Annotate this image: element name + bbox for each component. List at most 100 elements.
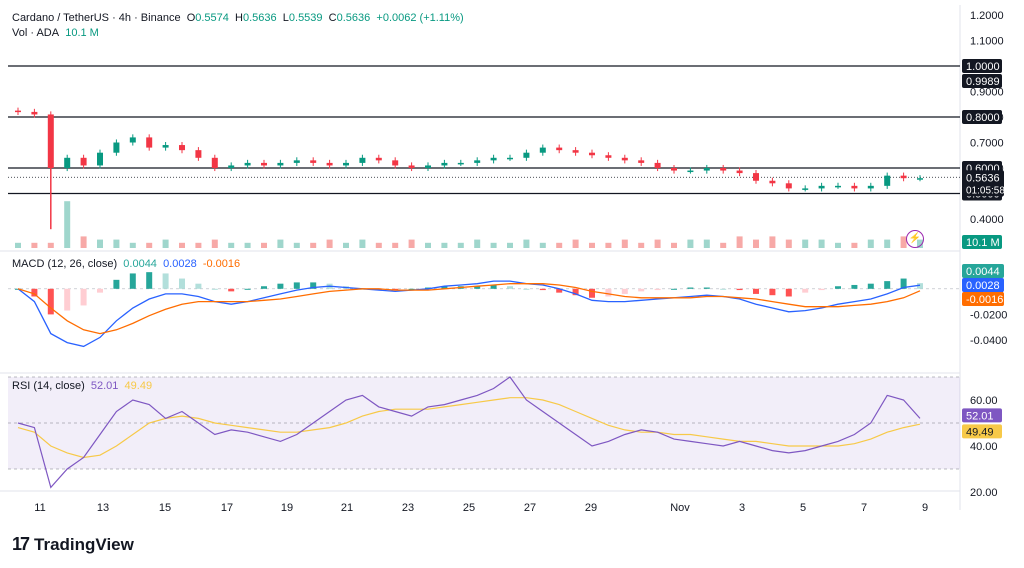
macd-histogram-bar xyxy=(228,288,235,292)
level-badge-label: 1.0000 xyxy=(966,61,1000,73)
volume-bar xyxy=(343,242,349,248)
candle-body xyxy=(589,152,595,156)
candle-body xyxy=(129,137,136,143)
price-tick: 0.7000 xyxy=(970,138,1004,150)
candle-body xyxy=(654,162,661,168)
candle-body xyxy=(671,168,677,171)
macd-histogram-bar xyxy=(835,286,841,289)
macd-badge-label: 0.0028 xyxy=(966,280,1000,292)
volume-bar xyxy=(179,242,185,248)
volume-bar xyxy=(884,239,891,248)
candle-body xyxy=(261,162,267,166)
volume-bar xyxy=(818,239,825,248)
volume-bar xyxy=(753,239,759,248)
macd-badge xyxy=(962,292,1004,306)
macd-badge-label: 0.0044 xyxy=(966,266,1000,278)
volume-bar xyxy=(687,239,694,248)
macd-legend[interactable]: MACD (12, 26, close) 0.0044 0.0028 -0.00… xyxy=(12,258,241,270)
candle-body xyxy=(638,160,645,163)
volume-bar xyxy=(507,242,513,248)
extra-level-badge xyxy=(962,74,1002,88)
macd-histogram-bar xyxy=(113,279,120,289)
macd-histogram-bar xyxy=(64,288,71,311)
volume-bar xyxy=(375,242,382,248)
candle-body xyxy=(556,147,563,151)
candle-body xyxy=(310,160,317,163)
volume-bar xyxy=(31,242,38,248)
macd-histogram-bar xyxy=(802,288,809,293)
level-badge xyxy=(962,59,1002,73)
macd-histogram-bar xyxy=(162,273,169,289)
symbol-label[interactable]: Cardano / TetherUS · 4h · Binance xyxy=(12,12,181,24)
close-value: 0.5636 xyxy=(336,12,371,24)
volume-bar xyxy=(310,242,317,248)
volume-bar xyxy=(900,236,907,248)
macd-histogram-bar xyxy=(310,282,317,289)
candle-body xyxy=(621,157,628,161)
candle-body xyxy=(851,185,858,189)
macd-line xyxy=(17,280,921,348)
volume-bar xyxy=(293,242,300,248)
time-tick: 9 xyxy=(922,502,928,514)
macd-histogram-bar xyxy=(392,288,399,291)
macd-histogram-bar xyxy=(703,287,710,289)
macd-histogram-bar xyxy=(589,288,595,298)
volume-bar xyxy=(211,239,218,248)
low-value: 0.5539 xyxy=(288,12,323,24)
candle-body xyxy=(457,162,464,165)
candle-body xyxy=(146,137,153,148)
candle-body xyxy=(900,175,907,179)
macd-badge xyxy=(962,278,1004,292)
tradingview-mark-icon: 17 xyxy=(12,534,30,554)
candle-body xyxy=(867,185,874,189)
candle-body xyxy=(359,157,366,163)
candle-body xyxy=(343,162,349,166)
candle-body xyxy=(326,162,333,166)
current-price-badge xyxy=(962,170,1004,197)
lightning-icon[interactable]: ⚡ xyxy=(906,230,924,248)
candle-body xyxy=(884,175,891,186)
rsi-ma-badge-label: 49.49 xyxy=(966,426,994,438)
rsi-legend[interactable]: RSI (14, close) 52.01 49.49 xyxy=(12,380,153,392)
price-tick: 0.4000 xyxy=(970,214,1004,226)
macd-histogram-bar xyxy=(277,283,284,289)
time-tick: 17 xyxy=(221,502,233,514)
candle-body xyxy=(802,188,809,190)
candle-body xyxy=(753,173,759,181)
macd-histogram-bar xyxy=(867,283,874,289)
macd-histogram-bar xyxy=(474,286,481,289)
candle-body xyxy=(523,152,530,158)
volume-bar xyxy=(277,239,284,248)
volume-bar xyxy=(261,242,267,248)
macd-histogram-bar xyxy=(621,288,628,294)
high-value: 0.5636 xyxy=(242,12,277,24)
volume-bar xyxy=(523,239,530,248)
candle-body xyxy=(64,157,71,168)
macd-histogram-bar xyxy=(146,272,153,289)
macd-histogram-bar xyxy=(507,286,513,289)
candle-body xyxy=(277,162,284,166)
candle-body xyxy=(228,165,235,168)
rsi-tick: 40.00 xyxy=(970,441,998,453)
time-tick: 3 xyxy=(739,502,745,514)
macd-histogram-bar xyxy=(638,288,645,292)
tradingview-logo[interactable]: 17 TradingView xyxy=(12,534,134,555)
candle-body xyxy=(15,110,21,113)
candle-body xyxy=(507,157,513,160)
volume-bar xyxy=(64,201,71,248)
volume-bar xyxy=(474,239,481,248)
volume-bar xyxy=(671,242,677,248)
macd-histogram-bar xyxy=(195,283,202,289)
macd-histogram-bar xyxy=(539,288,546,291)
volume-bar xyxy=(572,239,579,248)
volume-bar xyxy=(621,239,628,248)
macd-histogram-bar xyxy=(720,288,727,290)
volume-bar xyxy=(244,242,251,248)
candle-body xyxy=(195,150,202,158)
candle-body xyxy=(703,168,710,171)
candle-body xyxy=(441,162,448,166)
candle-body xyxy=(785,183,792,189)
candle-body xyxy=(293,160,300,163)
macd-histogram-bar xyxy=(211,288,218,290)
